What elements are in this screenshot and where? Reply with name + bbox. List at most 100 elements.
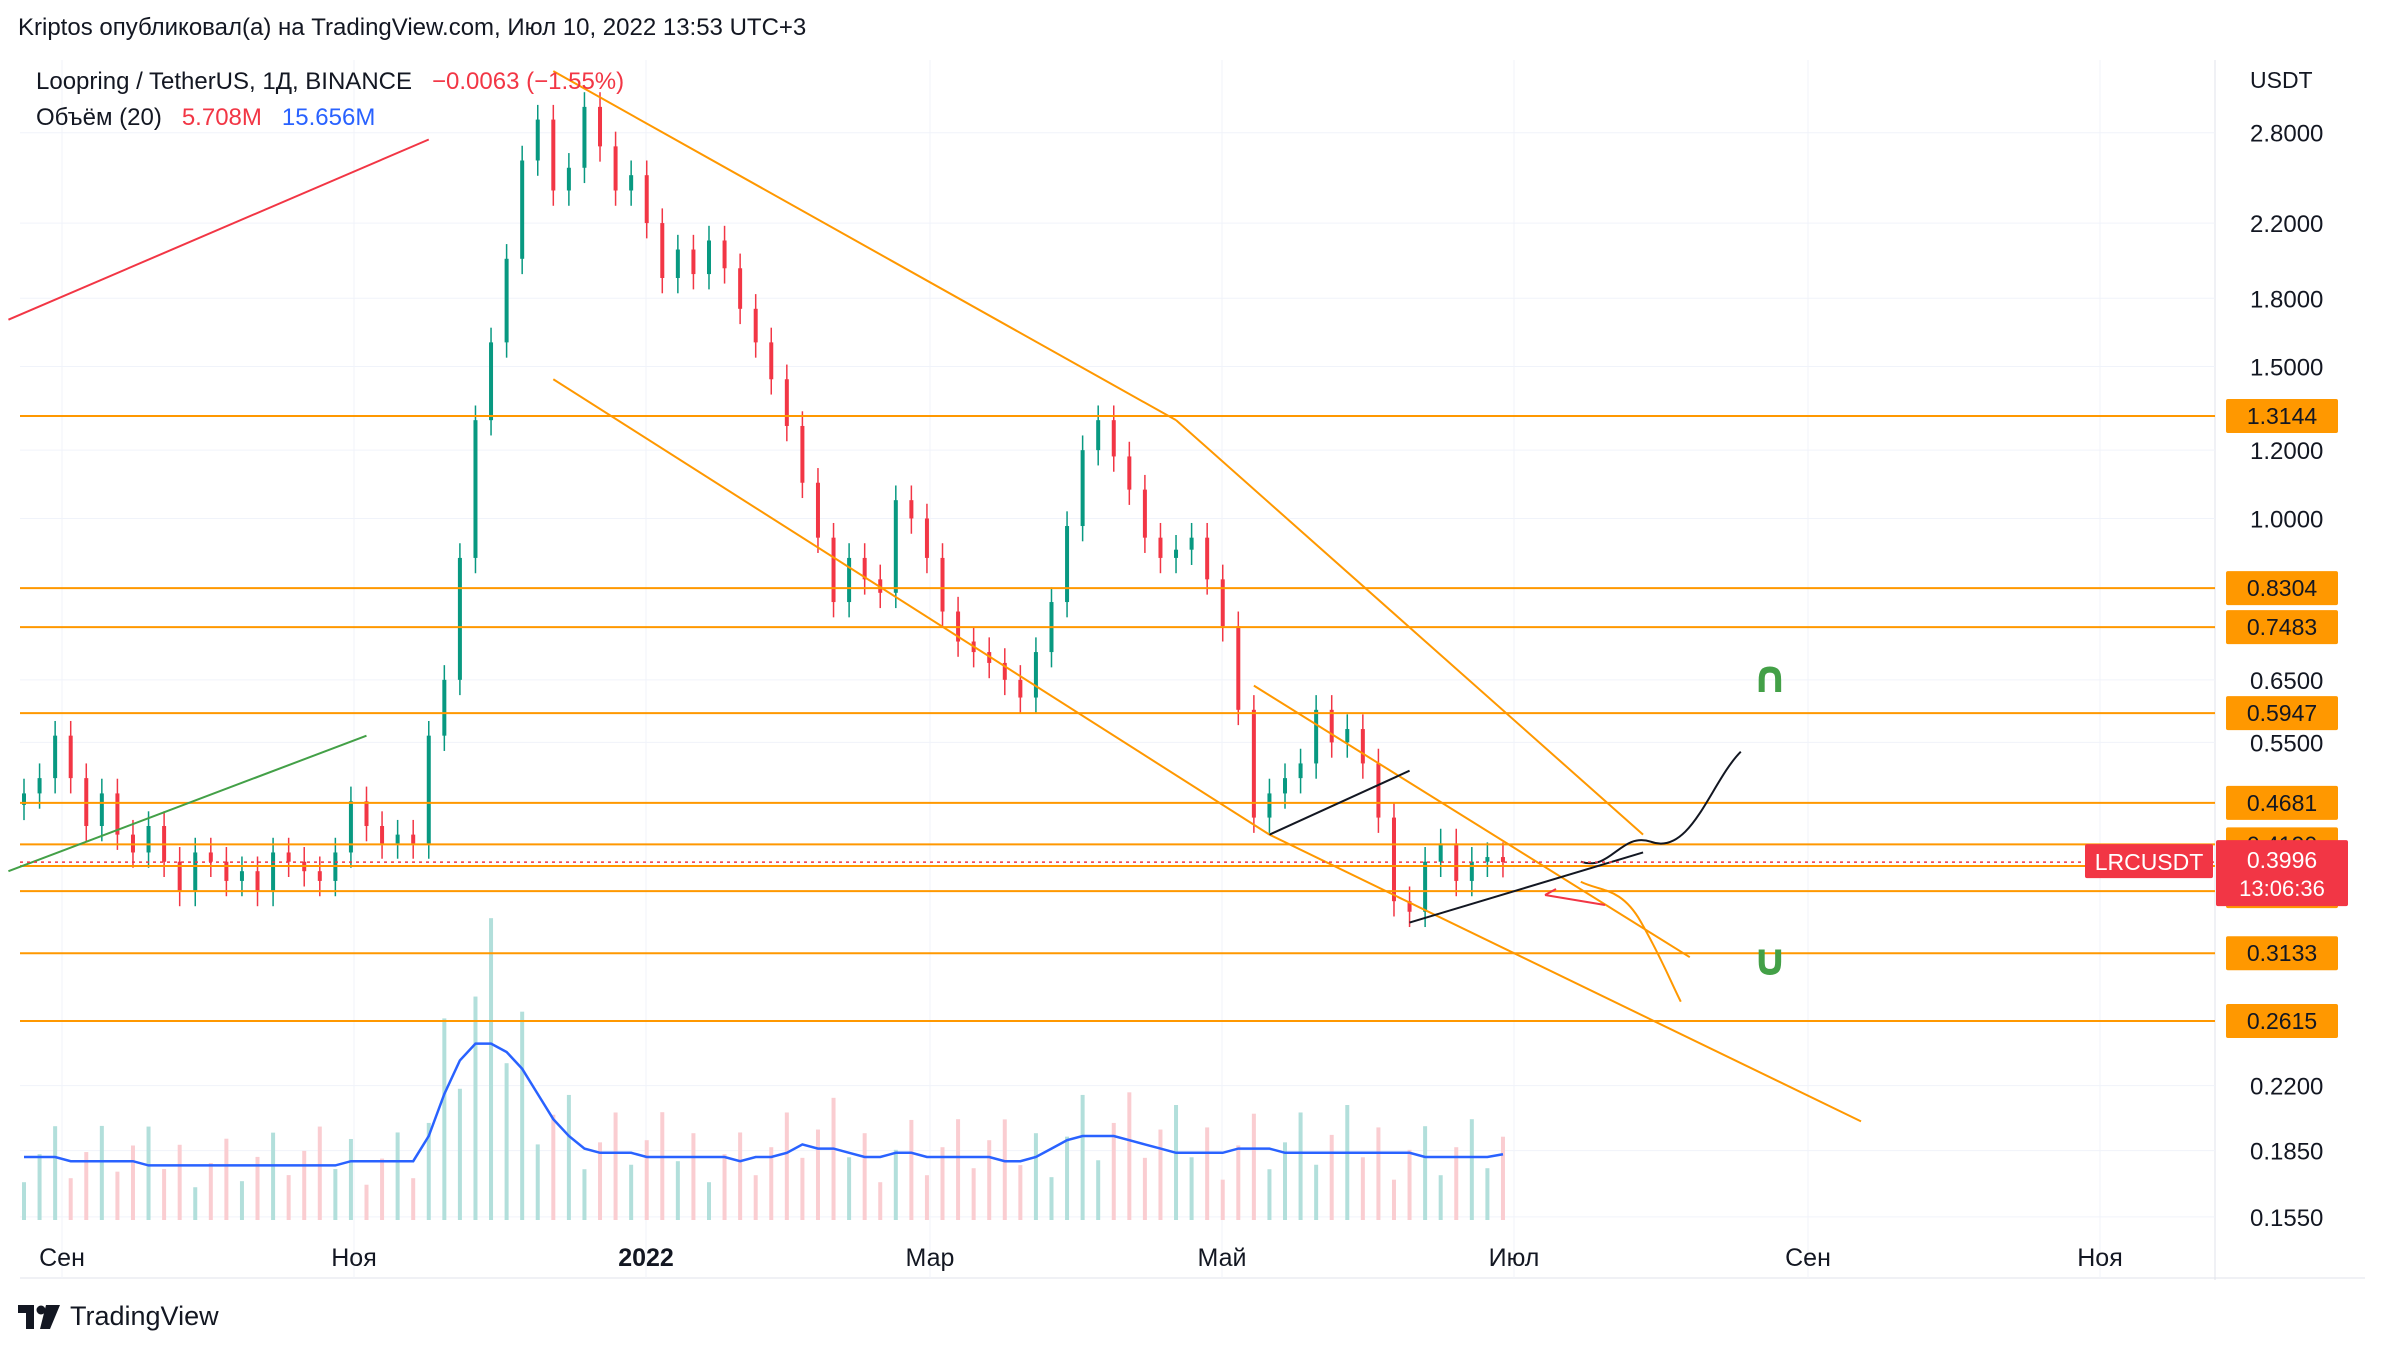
candle-body[interactable] — [1111, 420, 1116, 457]
candle-body[interactable] — [68, 735, 73, 779]
candle-body[interactable] — [504, 258, 509, 343]
channel-upper-line[interactable] — [552, 70, 1177, 422]
bearish-scenario-path[interactable] — [1580, 880, 1682, 1003]
candle-body[interactable] — [473, 420, 478, 558]
triangle-lower-line[interactable] — [1269, 769, 1410, 836]
candle-body[interactable] — [1251, 709, 1256, 818]
channel-lower-line-2[interactable] — [1269, 833, 1862, 1123]
candle-body[interactable] — [582, 106, 587, 168]
candle-body[interactable] — [442, 679, 447, 736]
candle-body[interactable] — [364, 801, 369, 827]
candle-body[interactable] — [1423, 861, 1428, 912]
candle-body[interactable] — [489, 342, 494, 421]
candle-body[interactable] — [208, 852, 213, 862]
candle-body[interactable] — [348, 801, 353, 853]
candle-body[interactable] — [426, 735, 431, 844]
candle-body[interactable] — [1205, 537, 1210, 580]
green-trend-line[interactable] — [8, 734, 367, 873]
candle-body[interactable] — [551, 119, 556, 191]
candle-body[interactable] — [1158, 537, 1163, 558]
candle-body[interactable] — [847, 557, 852, 603]
candle-body[interactable] — [738, 268, 743, 309]
candle-body[interactable] — [629, 175, 634, 191]
candle-body[interactable] — [815, 482, 820, 538]
candle-body[interactable] — [271, 852, 276, 891]
wedge-upper-line[interactable] — [1253, 684, 1691, 959]
channel-lower-line[interactable] — [552, 378, 1270, 836]
candle-body[interactable] — [317, 871, 322, 881]
candle-body[interactable] — [239, 871, 244, 881]
candle-body[interactable] — [380, 826, 385, 844]
candle-body[interactable] — [566, 167, 571, 191]
candle-body[interactable] — [598, 106, 603, 147]
candle-body[interactable] — [1142, 489, 1147, 538]
candle-body[interactable] — [1360, 729, 1365, 764]
candle-body[interactable] — [115, 793, 120, 835]
current-price-badge[interactable] — [2216, 840, 2348, 907]
symbol-legend[interactable]: Loopring / TetherUS, 1Д, BINANCE −0.0063… — [36, 68, 624, 96]
candle-body[interactable] — [613, 146, 618, 191]
symbol-badge[interactable] — [2085, 844, 2213, 879]
candle-body[interactable] — [675, 249, 680, 279]
candle-body[interactable] — [193, 852, 198, 891]
candle-body[interactable] — [1267, 793, 1272, 818]
candle-body[interactable] — [909, 500, 914, 519]
candle-body[interactable] — [1236, 626, 1241, 710]
candle-body[interactable] — [1002, 662, 1007, 680]
candle-body[interactable] — [1345, 729, 1350, 743]
candle-body[interactable] — [784, 379, 789, 426]
candle-body[interactable] — [99, 793, 104, 827]
candle-body[interactable] — [1438, 843, 1443, 862]
candle-body[interactable] — [411, 834, 416, 844]
candle-body[interactable] — [862, 557, 867, 580]
candle-body[interactable] — [22, 793, 26, 805]
candle-body[interactable] — [1080, 450, 1085, 527]
candle-body[interactable] — [1407, 901, 1412, 912]
candle-body[interactable] — [644, 175, 649, 224]
channel-upper-line-2[interactable] — [1175, 419, 1644, 836]
tradingview-brand[interactable]: TradingView — [18, 1301, 219, 1332]
candle-body[interactable] — [1174, 549, 1179, 558]
candle-body[interactable] — [177, 861, 182, 891]
candle-body[interactable] — [722, 240, 727, 269]
candle-body[interactable] — [800, 425, 805, 483]
candle-body[interactable] — [146, 826, 151, 853]
candle-body[interactable] — [753, 308, 758, 343]
candle-body[interactable] — [457, 557, 462, 680]
candle-body[interactable] — [924, 518, 929, 558]
candle-body[interactable] — [1018, 679, 1023, 698]
candle-body[interactable] — [395, 834, 400, 844]
candle-body[interactable] — [1329, 709, 1334, 743]
candle-body[interactable] — [535, 119, 540, 161]
volume-legend[interactable]: Объём (20) 5.708M 15.656M — [36, 104, 375, 132]
candle-body[interactable] — [1283, 778, 1288, 794]
candle-body[interactable] — [1127, 456, 1132, 490]
candle-body[interactable] — [706, 240, 711, 275]
candle-body[interactable] — [1376, 763, 1381, 818]
candle-body[interactable] — [831, 537, 836, 603]
candle-body[interactable] — [1189, 537, 1194, 550]
candle-body[interactable] — [1220, 579, 1225, 627]
bullish-scenario-path[interactable] — [1580, 751, 1742, 865]
candle-body[interactable] — [769, 342, 774, 380]
candle-body[interactable] — [255, 871, 260, 891]
support-trend-line[interactable] — [1409, 851, 1644, 924]
candle-body[interactable] — [660, 223, 665, 279]
candle-body[interactable] — [1469, 861, 1474, 881]
candle-body[interactable] — [691, 249, 696, 275]
candle-body[interactable] — [940, 557, 945, 612]
candle-body[interactable] — [1500, 857, 1505, 863]
candle-body[interactable] — [893, 500, 898, 593]
candle-body[interactable] — [1065, 526, 1070, 603]
candle-body[interactable] — [520, 160, 525, 259]
candle-body[interactable] — [1298, 763, 1303, 779]
red-trend-line[interactable] — [8, 138, 430, 321]
candle-body[interactable] — [1485, 857, 1490, 862]
candle-body[interactable] — [1033, 652, 1038, 698]
candle-body[interactable] — [286, 852, 291, 862]
candle-body[interactable] — [1314, 709, 1319, 764]
candle-body[interactable] — [224, 861, 229, 881]
candle-body[interactable] — [37, 778, 42, 794]
candle-body[interactable] — [53, 735, 58, 779]
